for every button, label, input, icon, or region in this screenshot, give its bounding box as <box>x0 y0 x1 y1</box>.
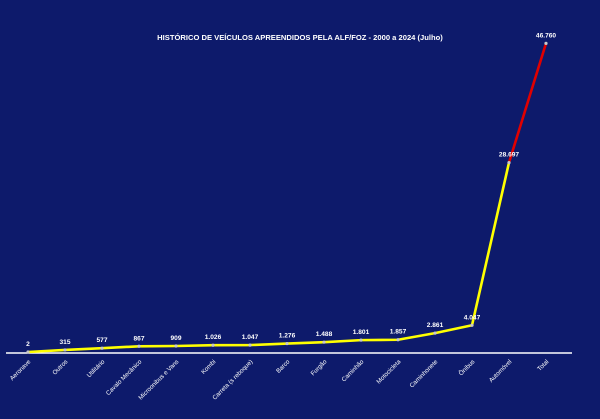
data-label-13: 28.697 <box>499 152 520 159</box>
data-point-11 <box>433 331 437 335</box>
data-label-3: 867 <box>133 335 144 342</box>
data-point-8 <box>322 340 326 344</box>
data-label-6: 1.047 <box>242 334 259 341</box>
data-point-4 <box>174 344 178 348</box>
data-label-5: 1.026 <box>205 334 222 341</box>
x-tick-label-9: Caminhão <box>341 358 366 383</box>
x-tick-label-5: Kombi <box>200 358 217 375</box>
data-label-7: 1.276 <box>279 333 296 340</box>
x-tick-label-3: Cavalo Mecânico <box>105 358 144 397</box>
x-tick-label-2: Utilitário <box>86 358 107 379</box>
data-label-8: 1.488 <box>316 331 333 338</box>
data-point-7 <box>285 341 289 346</box>
data-point-6 <box>248 343 252 347</box>
data-label-9: 1.801 <box>353 329 370 336</box>
x-tick-label-14: Total <box>536 358 550 372</box>
data-label-0: 2 <box>26 341 30 348</box>
data-point-10 <box>396 338 400 342</box>
x-tick-label-12: Ônibus <box>458 358 477 377</box>
data-point-9 <box>359 338 363 342</box>
x-tick-label-13: Automóvel <box>488 358 514 384</box>
x-tick-label-8: Furgão <box>310 358 329 377</box>
data-label-2: 577 <box>96 337 107 344</box>
data-point-5 <box>211 343 215 347</box>
data-point-13 <box>507 160 511 165</box>
data-label-14: 46.760 <box>536 32 557 39</box>
data-label-10: 1.857 <box>390 329 407 336</box>
x-tick-label-1: Outros <box>51 358 69 376</box>
series-line <box>27 162 511 354</box>
x-tick-label-7: Barco <box>275 358 292 375</box>
plot-area: 2 315 577 867 909 1.026 1.047 1.276 1.488 1.801 1.… <box>6 32 572 402</box>
data-point-14 <box>544 41 548 45</box>
x-tick-label-10: Motocicleta <box>375 358 402 385</box>
x-tick-label-0: Aeronave <box>9 358 33 382</box>
data-label-4: 909 <box>170 335 181 342</box>
data-label-1: 315 <box>59 339 70 346</box>
data-point-1 <box>63 348 67 352</box>
chart-title: HISTÓRICO DE VEÍCULOS APREENDIDOS PELA A… <box>157 33 443 42</box>
x-tick-label-6: Carreta (s reboque) <box>211 358 254 401</box>
data-point-3 <box>137 344 141 348</box>
data-point-0 <box>26 350 30 354</box>
data-label-11: 2.861 <box>427 322 444 329</box>
data-label-12: 4.047 <box>464 314 481 321</box>
total-segment-line <box>507 42 548 164</box>
x-tick-label-4: Microonibus e Vans <box>137 358 180 401</box>
data-point-12 <box>470 323 474 327</box>
x-tick-label-11: Caminhonete <box>408 358 439 389</box>
data-point-2 <box>100 346 104 350</box>
